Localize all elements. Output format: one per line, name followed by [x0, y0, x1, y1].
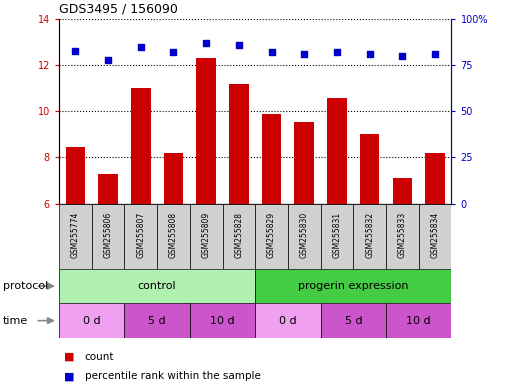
Point — [398, 53, 406, 59]
Bar — [124, 303, 190, 338]
Bar — [255, 269, 451, 303]
Bar — [288, 204, 321, 269]
Text: GSM255831: GSM255831 — [332, 212, 342, 258]
Text: progerin expression: progerin expression — [298, 281, 408, 291]
Point — [333, 49, 341, 55]
Text: protocol: protocol — [3, 281, 48, 291]
Point — [71, 48, 80, 54]
Bar — [59, 303, 124, 338]
Text: 5 d: 5 d — [345, 316, 362, 326]
Point — [366, 51, 374, 57]
Text: GSM255807: GSM255807 — [136, 212, 145, 258]
Text: ■: ■ — [64, 371, 74, 381]
Bar — [157, 204, 190, 269]
Text: GSM255832: GSM255832 — [365, 212, 374, 258]
Text: 0 d: 0 d — [279, 316, 297, 326]
Bar — [164, 153, 183, 204]
Text: GSM255809: GSM255809 — [202, 212, 211, 258]
Text: GSM255808: GSM255808 — [169, 212, 178, 258]
Bar — [321, 303, 386, 338]
Text: time: time — [3, 316, 28, 326]
Text: 0 d: 0 d — [83, 316, 101, 326]
Point — [235, 42, 243, 48]
Point — [169, 49, 177, 55]
Bar — [255, 204, 288, 269]
Text: percentile rank within the sample: percentile rank within the sample — [85, 371, 261, 381]
Bar — [196, 58, 216, 204]
Bar — [131, 88, 150, 204]
Bar — [223, 204, 255, 269]
Text: GSM255834: GSM255834 — [430, 212, 440, 258]
Text: 5 d: 5 d — [148, 316, 166, 326]
Bar — [294, 122, 314, 204]
Bar — [353, 204, 386, 269]
Point — [300, 51, 308, 57]
Text: count: count — [85, 352, 114, 362]
Text: GSM255828: GSM255828 — [234, 212, 243, 258]
Bar — [262, 114, 281, 204]
Point — [202, 40, 210, 46]
Bar — [392, 178, 412, 204]
Text: GSM255833: GSM255833 — [398, 212, 407, 258]
Point — [104, 57, 112, 63]
Bar — [386, 303, 451, 338]
Text: control: control — [138, 281, 176, 291]
Bar — [92, 204, 125, 269]
Bar — [59, 269, 255, 303]
Bar — [255, 303, 321, 338]
Bar — [66, 147, 85, 204]
Bar — [419, 204, 451, 269]
Text: 10 d: 10 d — [406, 316, 431, 326]
Bar — [98, 174, 118, 204]
Text: 10 d: 10 d — [210, 316, 235, 326]
Bar — [229, 84, 249, 204]
Text: ■: ■ — [64, 352, 74, 362]
Text: GDS3495 / 156090: GDS3495 / 156090 — [59, 2, 178, 15]
Bar — [425, 153, 445, 204]
Text: GSM255829: GSM255829 — [267, 212, 276, 258]
Bar — [327, 98, 347, 204]
Bar — [360, 134, 380, 204]
Bar — [321, 204, 353, 269]
Bar — [190, 204, 223, 269]
Text: GSM255806: GSM255806 — [104, 212, 112, 258]
Point — [267, 49, 275, 55]
Text: GSM255830: GSM255830 — [300, 212, 309, 258]
Bar — [386, 204, 419, 269]
Bar — [124, 204, 157, 269]
Text: GSM255774: GSM255774 — [71, 212, 80, 258]
Bar — [59, 204, 92, 269]
Point — [136, 44, 145, 50]
Bar — [190, 303, 255, 338]
Point — [431, 51, 439, 57]
